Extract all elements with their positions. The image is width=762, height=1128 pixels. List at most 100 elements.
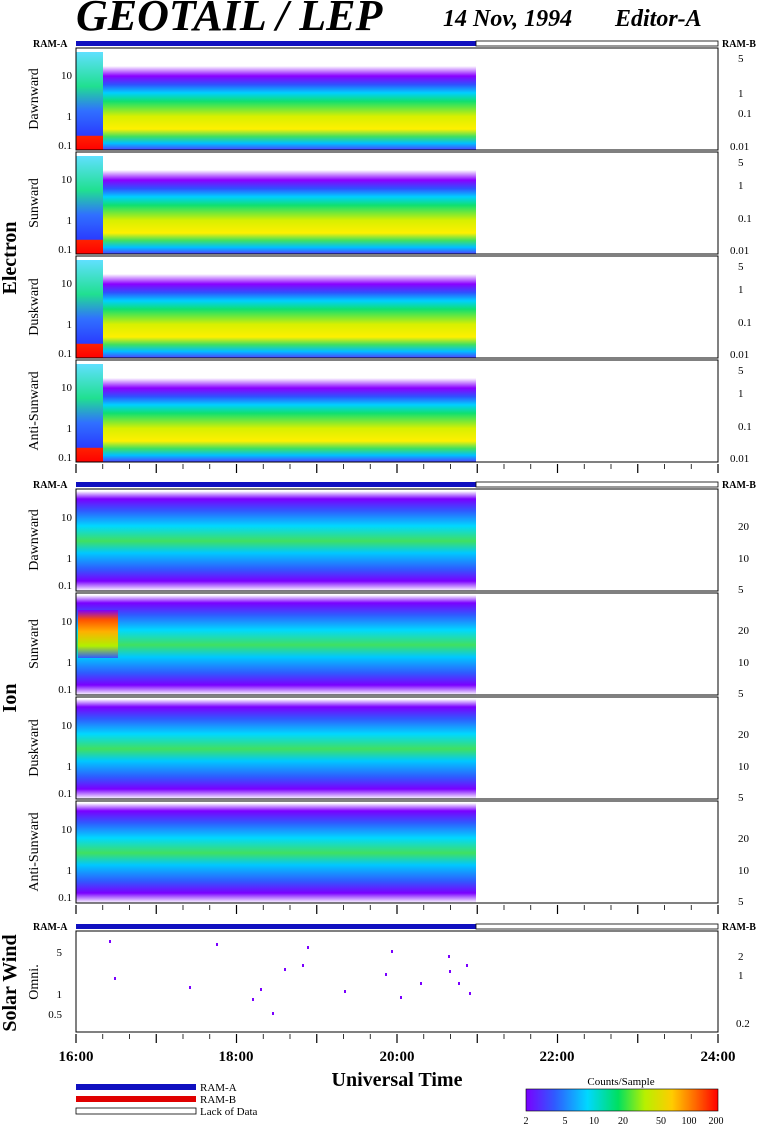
ram-bar-electron: RAM-A RAM-B xyxy=(33,39,756,50)
panel-ion-anti-sunward: Anti-Sunward 10 1 0.1 20 10 5 xyxy=(27,800,750,908)
colorbar-tick: 200 xyxy=(709,1116,724,1127)
panel-label: Dawnward xyxy=(27,68,42,129)
left-tick-label: 0.1 xyxy=(58,452,72,464)
left-tick-label: 10 xyxy=(61,512,73,524)
scatter-dot xyxy=(458,982,460,985)
left-tick-label: 1 xyxy=(67,865,73,877)
ram-bar-ion: RAM-A RAM-B xyxy=(33,480,756,491)
spectrogram-fill xyxy=(103,378,476,462)
spectrogram-early xyxy=(76,156,103,254)
scatter-dot xyxy=(344,990,346,993)
panel-label: Dawnward xyxy=(27,509,42,570)
right-tick-label: 5 xyxy=(738,157,744,169)
left-tick-label: 5 xyxy=(57,947,63,959)
right-tick-label: 5 xyxy=(738,261,744,273)
panel-label: Duskward xyxy=(27,278,42,336)
time-axis: 16:00 18:00 20:00 22:00 24:00 Universal … xyxy=(59,1049,736,1091)
right-tick-label: 0.1 xyxy=(738,108,752,120)
legend-label-ram-a: RAM-A xyxy=(200,1082,237,1094)
left-tick-label: 1 xyxy=(67,215,73,227)
right-tick-label: 2 xyxy=(738,951,744,963)
ion-panels: Dawnward 10 1 0.1 20 10 5 Sunward 10 1 0… xyxy=(27,488,750,908)
right-tick-label: 5 xyxy=(738,365,744,377)
spectrogram-fill xyxy=(76,699,476,799)
panel-frame xyxy=(75,255,719,359)
lack-of-data-bar xyxy=(475,923,719,930)
scatter-dot xyxy=(272,1012,274,1015)
right-tick-label: 20 xyxy=(738,521,750,533)
ram-label-left: RAM-A xyxy=(33,922,68,933)
scatter-dot xyxy=(260,988,262,991)
scatter-dot xyxy=(391,950,393,953)
ram-a-bar xyxy=(76,482,476,487)
panel-frame xyxy=(75,488,719,592)
panel-frame xyxy=(75,151,719,255)
scatter-dot xyxy=(420,982,422,985)
lack-of-data-bar xyxy=(475,481,719,488)
right-tick-label: 5 xyxy=(738,792,744,804)
x-axis-title: Universal Time xyxy=(332,1069,463,1091)
right-tick-label: 0.1 xyxy=(738,421,752,433)
left-tick-label: 10 xyxy=(61,70,73,82)
spectrogram-early xyxy=(76,364,103,462)
legend-swatch-ram-a xyxy=(76,1084,196,1090)
scatter-dot xyxy=(400,996,402,999)
left-tick-label: 1 xyxy=(67,423,73,435)
left-tick-label: 0.5 xyxy=(48,1009,62,1021)
scatter-dot xyxy=(252,998,254,1001)
x-tick-label: 24:00 xyxy=(701,1049,736,1065)
left-tick-label: 0.1 xyxy=(58,684,72,696)
colorbar-tick: 2 xyxy=(524,1116,529,1127)
left-tick-label: 1 xyxy=(67,319,73,331)
scatter-dot xyxy=(449,970,451,973)
spectrogram-fill xyxy=(76,595,476,695)
right-tick-label: 1 xyxy=(738,180,744,192)
x-tick-label: 20:00 xyxy=(380,1049,415,1065)
spectrogram-fill xyxy=(103,274,476,358)
left-tick-label: 10 xyxy=(61,278,73,290)
spectrogram-warm xyxy=(78,610,118,658)
left-tick-label: 10 xyxy=(61,382,73,394)
spectrogram-fill xyxy=(103,170,476,254)
scatter-dot xyxy=(114,977,116,980)
ram-label-right: RAM-B xyxy=(722,39,756,50)
left-tick-label: 0.1 xyxy=(58,348,72,360)
scatter-dot xyxy=(189,986,191,989)
scatter-dot xyxy=(448,955,450,958)
scatter-dot xyxy=(109,940,111,943)
right-tick-label: 10 xyxy=(738,553,750,565)
panel-frame xyxy=(75,696,719,800)
right-tick-label: 1 xyxy=(738,970,744,982)
left-tick-label: 1 xyxy=(57,989,63,1001)
panel-frame xyxy=(75,800,719,904)
right-tick-label: 0.2 xyxy=(736,1018,750,1030)
panel-solar-wind-omni: Omni. 5 1 0.5 2 1 0.2 xyxy=(27,930,750,1033)
left-tick-label: 0.1 xyxy=(58,892,72,904)
colorbar-tick: 10 xyxy=(589,1116,599,1127)
right-tick-label: 5 xyxy=(738,688,744,700)
ram-label-left: RAM-A xyxy=(33,39,68,50)
right-tick-label: 0.01 xyxy=(730,245,749,257)
panel-frame xyxy=(75,592,719,696)
panel-frame xyxy=(75,359,719,463)
right-tick-label: 5 xyxy=(738,896,744,908)
ram-label-right: RAM-B xyxy=(722,480,756,491)
panel-ion-duskward: Duskward 10 1 0.1 20 10 5 xyxy=(27,696,750,804)
tick-marks xyxy=(75,464,719,1043)
legend-swatch-ram-b xyxy=(76,1096,196,1102)
colorbar-gradient xyxy=(525,1088,719,1112)
scatter-dot xyxy=(466,964,468,967)
group-label-ion: Ion xyxy=(0,684,21,713)
chart-title: GEOTAIL / LEP xyxy=(76,0,384,40)
panel-electron-duskward: Duskward 10 1 0.1 5 1 0.1 0.01 xyxy=(27,255,752,361)
ram-label-right: RAM-B xyxy=(722,922,756,933)
left-tick-label: 0.1 xyxy=(58,580,72,592)
chart-editor: Editor-A xyxy=(614,6,702,32)
ram-a-bar xyxy=(76,41,476,46)
left-tick-label: 0.1 xyxy=(58,788,72,800)
spectrogram-early xyxy=(76,260,103,358)
colorbar-tick: 20 xyxy=(618,1116,628,1127)
panel-label: Sunward xyxy=(27,619,42,669)
spectrogram-early xyxy=(76,52,103,150)
